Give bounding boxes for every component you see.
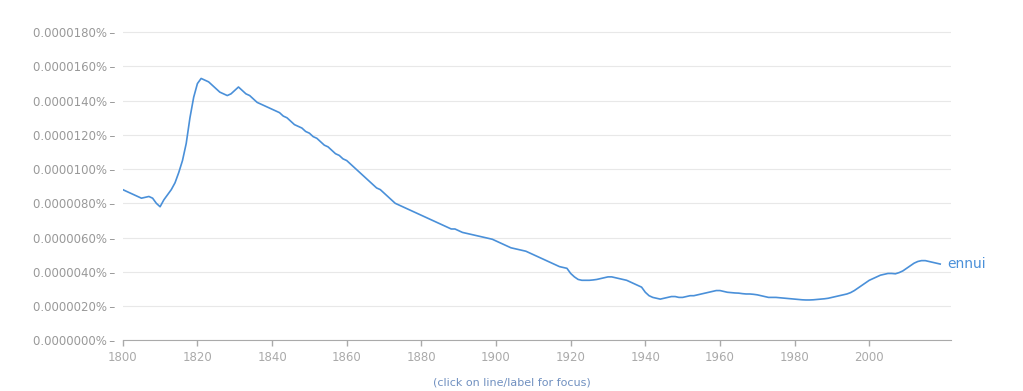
Text: ennui: ennui bbox=[947, 257, 986, 271]
Text: (click on line/label for focus): (click on line/label for focus) bbox=[433, 377, 590, 387]
